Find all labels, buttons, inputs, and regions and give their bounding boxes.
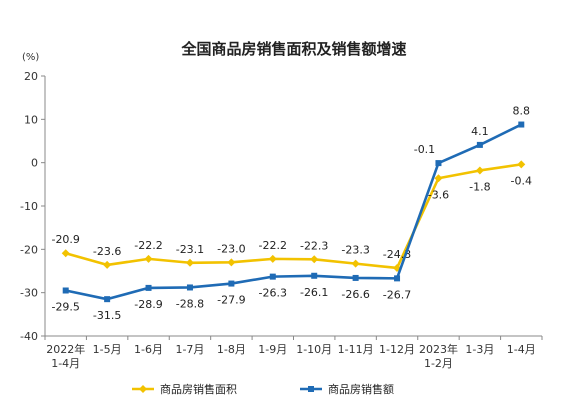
data-point-marker xyxy=(476,141,483,148)
data-label: -0.4 xyxy=(511,174,532,187)
data-point-marker xyxy=(311,272,318,279)
data-point-marker xyxy=(228,280,235,287)
legend: 商品房销售面积 商品房销售额 xyxy=(132,382,394,396)
data-point-marker xyxy=(352,274,359,281)
legend-swatch-marker xyxy=(308,386,314,392)
data-label: -26.6 xyxy=(341,288,369,301)
data-label: -1.8 xyxy=(469,180,490,193)
x-tick-label: 1-5月 xyxy=(93,343,122,356)
data-point-marker xyxy=(435,160,442,167)
data-label: -26.1 xyxy=(300,286,328,299)
data-label: -31.5 xyxy=(93,309,121,322)
data-label: -23.6 xyxy=(93,245,121,258)
data-point-marker xyxy=(227,258,236,267)
y-axis-unit: (%) xyxy=(22,52,39,63)
data-point-marker xyxy=(394,275,401,282)
chart-title: 全国商品房销售面积及销售额增速 xyxy=(180,40,406,58)
x-tick-label: 1-10月 xyxy=(296,343,332,356)
data-point-marker xyxy=(145,284,152,291)
x-tick-label: 2023年 xyxy=(419,342,458,356)
data-point-marker xyxy=(103,260,112,269)
data-point-marker xyxy=(268,254,277,263)
data-label: -29.5 xyxy=(51,301,79,314)
data-label: -3.6 xyxy=(428,188,449,201)
series-line xyxy=(65,163,522,270)
x-tick-label: 1-11月 xyxy=(338,343,374,356)
data-point-marker xyxy=(186,284,193,291)
x-tick-label: 1-3月 xyxy=(465,343,494,356)
data-label: -22.2 xyxy=(134,239,162,252)
data-label: 4.1 xyxy=(471,125,489,138)
series-line xyxy=(65,123,522,301)
data-label: -0.1 xyxy=(414,143,435,156)
data-label: -28.8 xyxy=(176,297,204,310)
x-tick-label: 1-8月 xyxy=(217,343,246,356)
x-tick-label: 1-7月 xyxy=(175,343,204,356)
x-tick-label: 1-4月 xyxy=(507,343,536,356)
data-point-marker xyxy=(434,174,443,183)
y-tick-label: -10 xyxy=(20,200,38,213)
data-point-marker xyxy=(61,249,70,258)
data-label: -22.2 xyxy=(259,239,287,252)
y-tick-label: 20 xyxy=(24,70,38,83)
data-point-marker xyxy=(62,287,69,294)
y-tick-label: 10 xyxy=(24,113,38,126)
data-label: -27.9 xyxy=(217,294,245,307)
series-layer: -20.9 -23.6 -22.2 -23.1 -23.0 -22.2 -22.3 -23.3… xyxy=(51,105,532,323)
data-point-marker xyxy=(517,160,526,169)
x-tick-label: 2022年 xyxy=(46,342,85,356)
legend-swatch-marker xyxy=(139,385,147,393)
data-label: -23.0 xyxy=(217,242,245,255)
data-label: -23.1 xyxy=(176,243,204,256)
y-tick-label: -40 xyxy=(20,330,38,343)
y-tick-label: 0 xyxy=(31,157,38,170)
data-point-marker xyxy=(104,296,111,303)
data-point-marker xyxy=(518,121,525,128)
x-tick-label: 1-9月 xyxy=(258,343,287,356)
data-point-marker xyxy=(185,258,194,267)
data-point-marker xyxy=(475,166,484,175)
x-tick-label: 1-2月 xyxy=(424,357,453,370)
data-label: -28.9 xyxy=(134,298,162,311)
data-label: -26.3 xyxy=(259,287,287,300)
y-tick-label: -30 xyxy=(20,287,38,300)
data-label: -26.7 xyxy=(383,288,411,301)
y-tick-label: -20 xyxy=(20,243,38,256)
data-label: -23.3 xyxy=(341,244,369,257)
data-label: -22.3 xyxy=(300,239,328,252)
data-label: 8.8 xyxy=(513,105,531,118)
data-point-marker xyxy=(269,273,276,280)
data-point-marker xyxy=(351,259,360,268)
data-point-marker xyxy=(310,255,319,264)
x-tick-label: 1-12月 xyxy=(379,343,415,356)
data-point-marker xyxy=(144,254,153,263)
data-label: -20.9 xyxy=(51,233,79,246)
legend-label: 商品房销售额 xyxy=(328,382,394,396)
legend-label: 商品房销售面积 xyxy=(160,382,237,396)
x-tick-label: 1-4月 xyxy=(51,357,80,370)
x-tick-label: 1-6月 xyxy=(134,343,163,356)
